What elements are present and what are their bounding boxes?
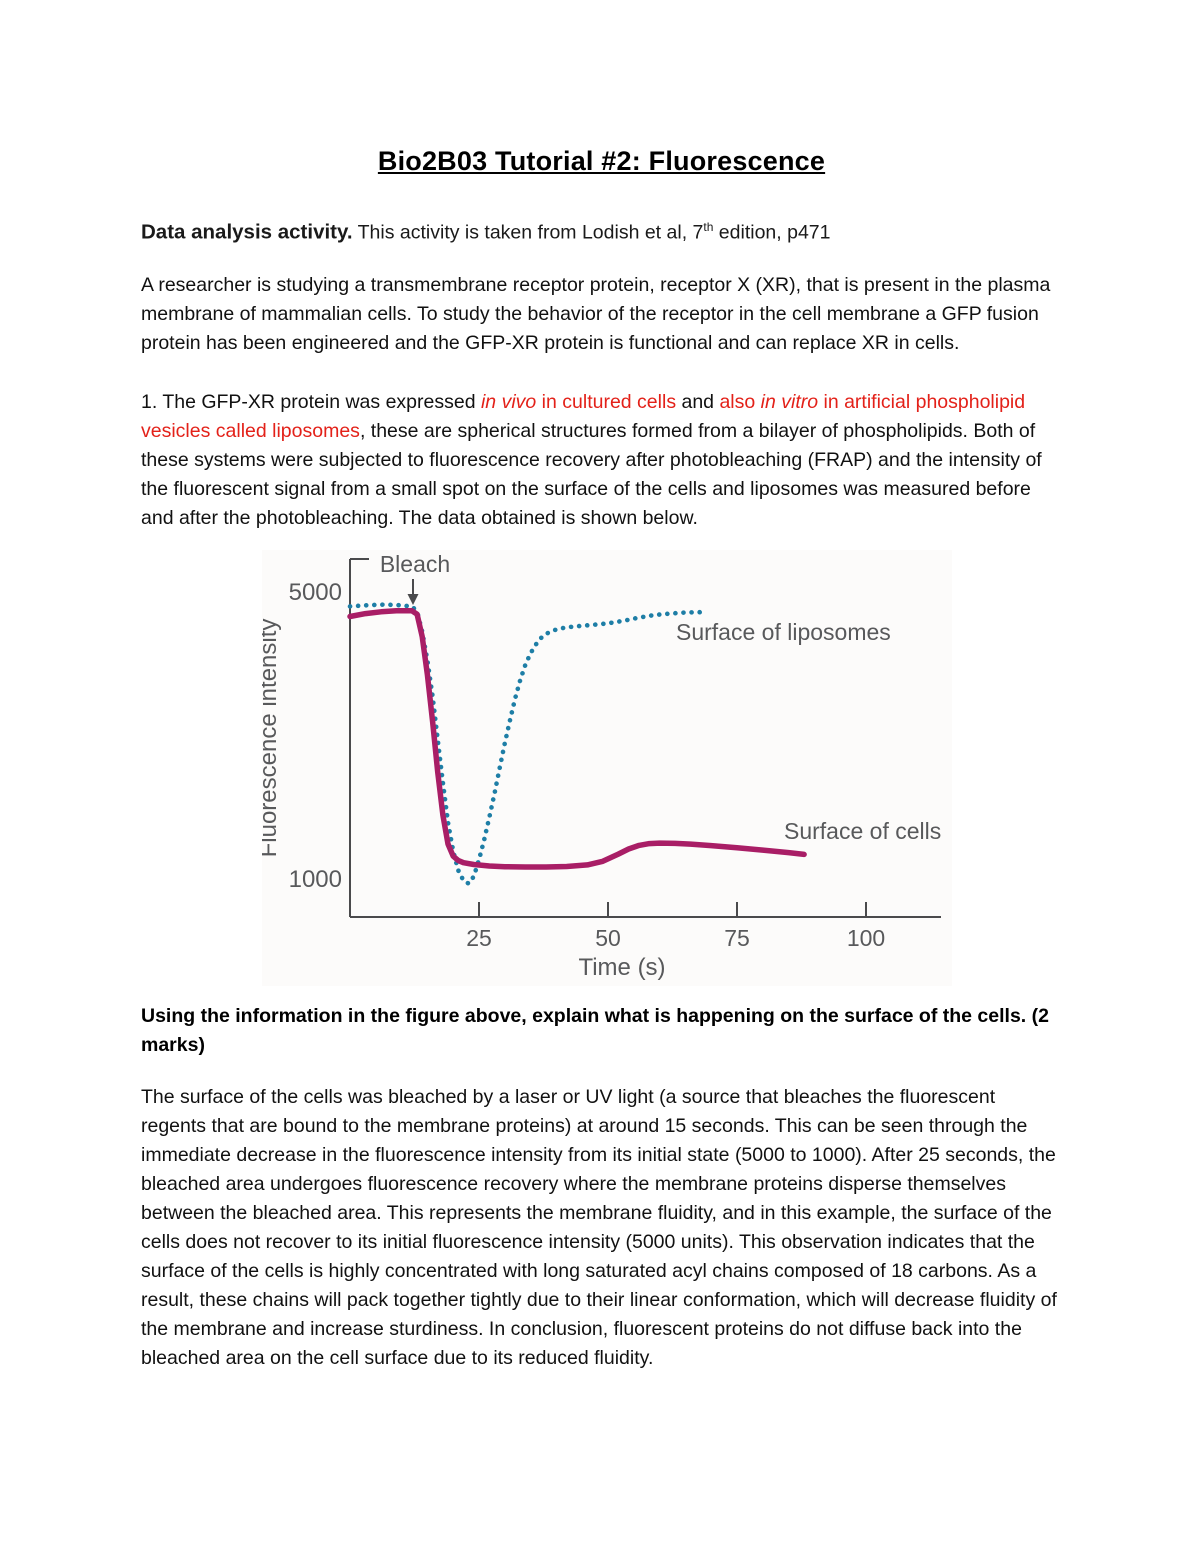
cells-series-label: Surface of cells xyxy=(784,818,941,844)
q1-segment: also xyxy=(719,390,761,413)
x-tick-25: 25 xyxy=(466,925,492,951)
frap-figure: Bleach 5000 1000 25 50 75 100 Time (s) F… xyxy=(255,549,952,986)
x-tick-100: 100 xyxy=(847,925,885,951)
q1-segment: in artificial phospholipid vesicles call… xyxy=(141,390,1026,442)
question-prompt: Using the information in the figure abov… xyxy=(141,1004,1049,1056)
q1-segment: 1. The GFP-XR protein was expressed xyxy=(141,390,481,413)
q1-segment: in cultured cells xyxy=(536,390,682,413)
bleach-arrow-icon xyxy=(407,578,419,605)
page-title: Bio2B03 Tutorial #2: Fluorescence xyxy=(377,146,826,176)
liposomes-series-label: Surface of liposomes xyxy=(676,619,891,645)
intro-text-tail: edition, p471 xyxy=(713,221,831,244)
answer-paragraph: The surface of the cells was bleached by… xyxy=(141,1085,1057,1369)
document-content: Bio2B03 Tutorial #2: Fluorescence Data a… xyxy=(141,146,1062,1369)
x-tick-50: 50 xyxy=(595,925,621,951)
intro-text: This activity is taken from Lodish et al… xyxy=(352,221,704,244)
bleach-annotation: Bleach xyxy=(380,551,450,577)
intro-label: Data analysis activity. xyxy=(141,220,353,244)
question1-paragraph: 1. The GFP-XR protein was expressed in v… xyxy=(141,388,1062,533)
intro-paragraph: Data analysis activity. This activity is… xyxy=(141,213,1062,248)
intro-superscript: th xyxy=(703,220,714,234)
y-tick-1000: 1000 xyxy=(289,866,342,893)
q1-segment-in-vivo: in vivo xyxy=(480,390,537,413)
q1-segment: , these are spherical structures formed … xyxy=(141,419,1042,529)
researcher-paragraph: A researcher is studying a transmembrane… xyxy=(141,273,1051,354)
x-tick-75: 75 xyxy=(724,925,750,951)
x-axis-label: Time (s) xyxy=(578,954,665,981)
frap-chart-svg: Bleach 5000 1000 25 50 75 100 Time (s) F… xyxy=(255,551,941,981)
y-axis-label: Fluorescence intensity xyxy=(262,618,282,857)
y-tick-5000: 5000 xyxy=(289,579,342,606)
q1-segment-in-vitro: in vitro xyxy=(760,390,819,413)
cells-curve xyxy=(347,607,807,870)
q1-segment: and xyxy=(681,390,720,413)
